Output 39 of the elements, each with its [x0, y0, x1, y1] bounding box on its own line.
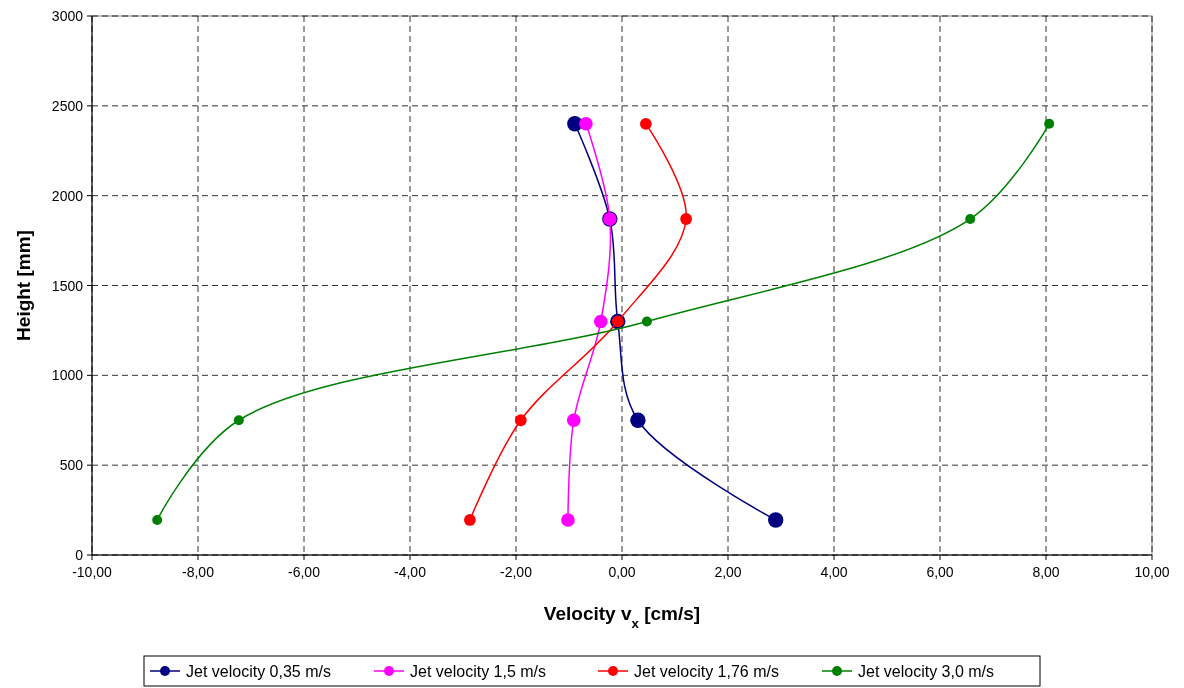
legend-label: Jet velocity 1,5 m/s: [410, 663, 547, 680]
y-axis-title: Height [mm]: [13, 230, 34, 341]
y-tick-label: 0: [75, 547, 84, 563]
point: [1044, 118, 1055, 129]
x-axis-title: Velocity v$_{x}$ [cm/s]: [543, 603, 701, 631]
point: [641, 316, 652, 327]
x-tick-label: -4,00: [394, 564, 427, 580]
point: [965, 214, 976, 225]
legend-label: Jet velocity 1,76 m/s: [634, 663, 779, 680]
x-tick-label: 6,00: [926, 564, 954, 580]
legend-label: Jet velocity 3,0 m/s: [858, 663, 995, 680]
point: [579, 117, 593, 131]
y-tick-label: 1500: [51, 277, 84, 294]
point: [768, 512, 784, 528]
x-tick-label: -10,00: [72, 564, 113, 580]
x-tick-label: -8,00: [182, 564, 215, 580]
legend-label: Jet velocity 0,35 m/s: [186, 663, 331, 680]
x-tick-label: 8,00: [1032, 564, 1060, 580]
x-tick-label: -2,00: [500, 564, 533, 580]
point: [152, 514, 163, 525]
point: [514, 414, 527, 427]
x-tick-label: -6,00: [288, 564, 321, 580]
point: [594, 314, 608, 329]
point: [680, 213, 693, 225]
point: [630, 412, 646, 428]
y-tick-label: 2500: [51, 97, 84, 114]
y-tick-label: 2000: [51, 187, 84, 204]
point: [639, 117, 652, 130]
point: [233, 415, 244, 426]
point: [566, 413, 581, 428]
x-tick-label: 10,00: [1134, 564, 1170, 580]
y-tick-label: 1000: [51, 367, 84, 384]
x-tick-label: 2,00: [714, 564, 742, 580]
point: [561, 513, 575, 527]
point: [463, 514, 476, 526]
x-tick-label: 0,00: [608, 564, 636, 580]
y-tick-label: 500: [59, 457, 84, 474]
x-tick-label: 4,00: [820, 564, 848, 580]
y-tick-label: 3000: [51, 8, 84, 24]
